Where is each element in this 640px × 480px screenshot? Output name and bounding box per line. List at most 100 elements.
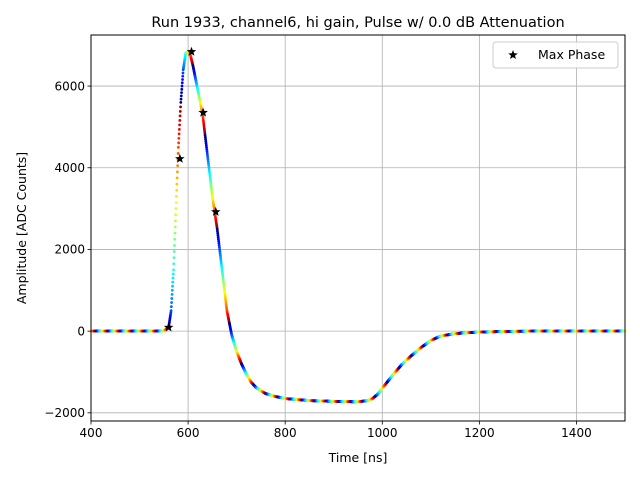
waveform-point: [169, 305, 173, 309]
waveform-point: [173, 231, 177, 235]
waveform-point: [181, 78, 184, 81]
waveform-point: [178, 114, 182, 118]
y-tick-label: −2000: [44, 406, 85, 420]
legend: Max Phase: [492, 41, 619, 69]
waveform-point: [220, 264, 223, 268]
waveform-point: [170, 297, 174, 300]
waveform-point: [220, 266, 224, 270]
max-phase-star: [186, 46, 197, 56]
x-tick-label: 400: [80, 426, 103, 440]
waveform-point: [208, 172, 212, 176]
waveform-point: [201, 115, 205, 119]
waveform-point: [172, 250, 176, 253]
waveform-point: [179, 101, 183, 104]
waveform-point: [176, 145, 180, 149]
waveform-point: [172, 262, 176, 266]
max-phase-star: [163, 322, 174, 332]
y-tick-label: 4000: [54, 161, 85, 175]
waveform-point: [175, 188, 179, 192]
waveform-point: [176, 152, 180, 155]
waveform-point: [203, 131, 207, 135]
waveform-point: [177, 136, 181, 140]
waveform-point: [206, 154, 209, 157]
plot-area-frame: [90, 34, 626, 422]
waveform-point: [208, 176, 212, 180]
waveform-point: [223, 295, 227, 298]
waveform-point: [173, 243, 176, 247]
waveform-point: [224, 303, 228, 306]
legend-star-icon: [508, 50, 518, 60]
waveform-point: [178, 109, 182, 113]
waveform-point: [202, 127, 206, 131]
x-axis-ticks: 400 600 800 1000 1200 1400: [80, 421, 592, 440]
waveform-point: [218, 248, 222, 251]
waveform-points: [89, 49, 627, 404]
x-tick-label: 800: [274, 426, 297, 440]
waveform-point: [174, 201, 178, 204]
waveform-point: [224, 299, 228, 302]
waveform-point: [219, 262, 223, 266]
waveform-point: [171, 272, 175, 276]
waveform-point: [209, 182, 213, 186]
waveform-point: [225, 307, 229, 311]
waveform-point: [206, 158, 210, 161]
waveform-point: [204, 141, 208, 145]
waveform-point: [205, 147, 209, 151]
waveform-point: [215, 227, 219, 231]
waveform-point: [175, 176, 179, 180]
waveform-point: [207, 168, 211, 172]
waveform-point: [174, 207, 178, 211]
legend-label-max-phase: Max Phase: [538, 47, 605, 62]
waveform-point: [171, 284, 174, 288]
y-axis-label: Amplitude [ADC Counts]: [14, 152, 29, 304]
waveform-point: [177, 141, 181, 145]
waveform-point: [210, 190, 214, 194]
waveform-point: [219, 260, 223, 264]
waveform-point: [181, 74, 185, 78]
waveform-point: [216, 229, 219, 233]
waveform-point: [202, 121, 206, 125]
waveform-point: [174, 219, 177, 223]
waveform-point: [208, 174, 212, 178]
waveform-point: [206, 160, 210, 164]
waveform-point: [210, 192, 214, 196]
waveform-point: [225, 305, 228, 309]
waveform-point: [207, 166, 211, 170]
waveform-point: [176, 164, 180, 168]
waveform-point: [204, 137, 207, 141]
waveform-point: [221, 278, 225, 282]
waveform-point: [218, 246, 221, 249]
waveform-point: [217, 237, 220, 241]
waveform-point: [170, 301, 173, 304]
waveform-point: [217, 243, 221, 247]
waveform-point: [207, 164, 211, 168]
waveform-point: [175, 194, 178, 198]
waveform-point: [221, 272, 224, 276]
waveform-point: [217, 241, 221, 245]
waveform-point: [177, 132, 181, 136]
waveform-point: [170, 292, 174, 296]
waveform-point: [218, 254, 222, 257]
y-tick-label: 2000: [54, 243, 85, 257]
waveform-point: [180, 87, 184, 91]
waveform-point: [218, 252, 222, 255]
max-phase-star: [211, 206, 221, 216]
waveform-point: [221, 276, 225, 280]
waveform-point: [179, 105, 182, 109]
waveform-point: [171, 280, 175, 284]
waveform-point: [216, 235, 220, 239]
waveform-point: [169, 309, 173, 313]
waveform-point: [170, 288, 174, 292]
waveform-point: [209, 178, 212, 182]
waveform-point: [216, 233, 220, 237]
waveform-point: [207, 162, 210, 166]
legend-box: [492, 41, 619, 69]
waveform-point: [204, 143, 208, 147]
y-axis-ticks: −2000 0 2000 4000 6000: [44, 79, 91, 420]
waveform-point: [179, 97, 183, 101]
waveform-point: [218, 250, 222, 253]
y-tick-label: 6000: [54, 79, 85, 93]
x-axis-label: Time [ns]: [328, 450, 388, 465]
waveform-point: [171, 276, 175, 280]
